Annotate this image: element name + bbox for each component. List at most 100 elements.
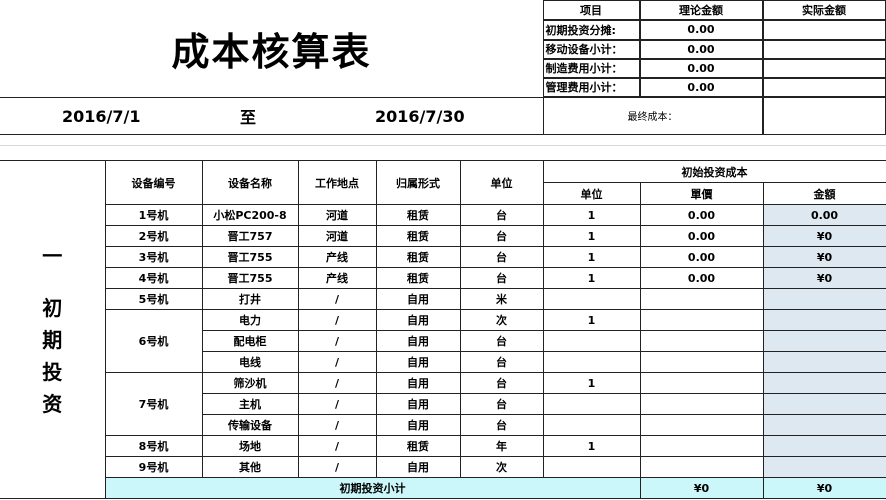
unit-price-cell[interactable]: 0.00 bbox=[639, 246, 764, 268]
ownership-type-cell[interactable]: 自用 bbox=[375, 309, 461, 331]
work-location-cell[interactable]: / bbox=[297, 456, 377, 478]
equipment-id-cell[interactable]: 3号机 bbox=[104, 246, 203, 268]
unit-price-cell[interactable] bbox=[639, 330, 764, 352]
ownership-type-cell[interactable]: 租赁 bbox=[375, 435, 461, 457]
amount-cell[interactable] bbox=[762, 372, 886, 394]
ownership-type-cell[interactable]: 自用 bbox=[375, 330, 461, 352]
summary-actual-value[interactable] bbox=[762, 77, 886, 97]
summary-actual-value[interactable] bbox=[762, 19, 886, 40]
equipment-name-cell[interactable]: 配电柜 bbox=[201, 330, 299, 352]
subtotal-price-cell[interactable]: ¥0 bbox=[639, 477, 764, 499]
equipment-id-cell[interactable]: 1号机 bbox=[104, 204, 203, 226]
equipment-id-cell[interactable]: 6号机 bbox=[104, 309, 203, 373]
unit-cell[interactable]: 年 bbox=[459, 435, 544, 457]
equipment-name-cell[interactable]: 晋工755 bbox=[201, 246, 299, 268]
unit-price-cell[interactable] bbox=[639, 372, 764, 394]
unit-price-cell[interactable] bbox=[639, 288, 764, 310]
equipment-id-cell[interactable]: 9号机 bbox=[104, 456, 203, 478]
equipment-name-cell[interactable]: 其他 bbox=[201, 456, 299, 478]
quantity-cell[interactable]: 1 bbox=[542, 225, 641, 247]
ownership-type-cell[interactable]: 自用 bbox=[375, 414, 461, 436]
final-cost-value[interactable] bbox=[762, 96, 886, 135]
equipment-name-cell[interactable]: 电力 bbox=[201, 309, 299, 331]
work-location-cell[interactable]: / bbox=[297, 372, 377, 394]
unit-cell[interactable]: 台 bbox=[459, 204, 544, 226]
unit-price-cell[interactable] bbox=[639, 414, 764, 436]
unit-price-cell[interactable] bbox=[639, 456, 764, 478]
end-date[interactable]: 2016/7/30 bbox=[375, 106, 465, 126]
work-location-cell[interactable]: 产线 bbox=[297, 267, 377, 289]
quantity-cell[interactable] bbox=[542, 330, 641, 352]
quantity-cell[interactable]: 1 bbox=[542, 435, 641, 457]
equipment-name-cell[interactable]: 筛沙机 bbox=[201, 372, 299, 394]
amount-cell[interactable] bbox=[762, 330, 886, 352]
work-location-cell[interactable]: / bbox=[297, 351, 377, 373]
amount-cell[interactable] bbox=[762, 288, 886, 310]
quantity-cell[interactable] bbox=[542, 456, 641, 478]
quantity-cell[interactable]: 1 bbox=[542, 309, 641, 331]
unit-cell[interactable]: 台 bbox=[459, 246, 544, 268]
ownership-type-cell[interactable]: 自用 bbox=[375, 288, 461, 310]
summary-theory-value[interactable]: 0.00 bbox=[639, 77, 763, 97]
ownership-type-cell[interactable]: 租赁 bbox=[375, 267, 461, 289]
ownership-type-cell[interactable]: 自用 bbox=[375, 351, 461, 373]
equipment-name-cell[interactable]: 打井 bbox=[201, 288, 299, 310]
equipment-id-cell[interactable]: 4号机 bbox=[104, 267, 203, 289]
ownership-type-cell[interactable]: 自用 bbox=[375, 456, 461, 478]
equipment-name-cell[interactable]: 小松PC200-8 bbox=[201, 204, 299, 226]
ownership-type-cell[interactable]: 租赁 bbox=[375, 204, 461, 226]
amount-cell[interactable]: ¥0 bbox=[762, 267, 886, 289]
ownership-type-cell[interactable]: 租赁 bbox=[375, 246, 461, 268]
amount-cell[interactable] bbox=[762, 414, 886, 436]
amount-cell[interactable] bbox=[762, 393, 886, 415]
quantity-cell[interactable]: 1 bbox=[542, 372, 641, 394]
amount-cell[interactable] bbox=[762, 456, 886, 478]
equipment-id-cell[interactable]: 2号机 bbox=[104, 225, 203, 247]
ownership-type-cell[interactable]: 自用 bbox=[375, 372, 461, 394]
unit-cell[interactable]: 次 bbox=[459, 456, 544, 478]
unit-cell[interactable]: 米 bbox=[459, 288, 544, 310]
subtotal-amount-cell[interactable]: ¥0 bbox=[762, 477, 886, 499]
work-location-cell[interactable]: / bbox=[297, 414, 377, 436]
unit-price-cell[interactable] bbox=[639, 309, 764, 331]
summary-theory-value[interactable]: 0.00 bbox=[639, 39, 763, 59]
unit-cell[interactable]: 台 bbox=[459, 225, 544, 247]
equipment-id-cell[interactable]: 8号机 bbox=[104, 435, 203, 457]
amount-cell[interactable] bbox=[762, 351, 886, 373]
quantity-cell[interactable]: 1 bbox=[542, 204, 641, 226]
work-location-cell[interactable]: / bbox=[297, 330, 377, 352]
unit-cell[interactable]: 台 bbox=[459, 414, 544, 436]
work-location-cell[interactable]: 河道 bbox=[297, 225, 377, 247]
summary-theory-value[interactable]: 0.00 bbox=[639, 19, 763, 40]
quantity-cell[interactable]: 1 bbox=[542, 267, 641, 289]
work-location-cell[interactable]: / bbox=[297, 288, 377, 310]
unit-cell[interactable]: 台 bbox=[459, 393, 544, 415]
work-location-cell[interactable]: 河道 bbox=[297, 204, 377, 226]
start-date[interactable]: 2016/7/1 bbox=[62, 106, 141, 126]
quantity-cell[interactable] bbox=[542, 393, 641, 415]
equipment-name-cell[interactable]: 主机 bbox=[201, 393, 299, 415]
amount-cell[interactable] bbox=[762, 309, 886, 331]
unit-cell[interactable]: 台 bbox=[459, 372, 544, 394]
unit-price-cell[interactable] bbox=[639, 435, 764, 457]
unit-price-cell[interactable]: 0.00 bbox=[639, 204, 764, 226]
quantity-cell[interactable] bbox=[542, 351, 641, 373]
equipment-id-cell[interactable]: 5号机 bbox=[104, 288, 203, 310]
unit-cell[interactable]: 次 bbox=[459, 309, 544, 331]
summary-actual-value[interactable] bbox=[762, 39, 886, 59]
ownership-type-cell[interactable]: 租赁 bbox=[375, 225, 461, 247]
unit-cell[interactable]: 台 bbox=[459, 351, 544, 373]
work-location-cell[interactable]: / bbox=[297, 393, 377, 415]
work-location-cell[interactable]: / bbox=[297, 309, 377, 331]
quantity-cell[interactable] bbox=[542, 288, 641, 310]
unit-price-cell[interactable] bbox=[639, 393, 764, 415]
quantity-cell[interactable]: 1 bbox=[542, 246, 641, 268]
work-location-cell[interactable]: 产线 bbox=[297, 246, 377, 268]
work-location-cell[interactable]: / bbox=[297, 435, 377, 457]
equipment-name-cell[interactable]: 电线 bbox=[201, 351, 299, 373]
equipment-id-cell[interactable]: 7号机 bbox=[104, 372, 203, 436]
equipment-name-cell[interactable]: 晋工755 bbox=[201, 267, 299, 289]
summary-actual-value[interactable] bbox=[762, 58, 886, 78]
unit-price-cell[interactable]: 0.00 bbox=[639, 225, 764, 247]
unit-cell[interactable]: 台 bbox=[459, 267, 544, 289]
